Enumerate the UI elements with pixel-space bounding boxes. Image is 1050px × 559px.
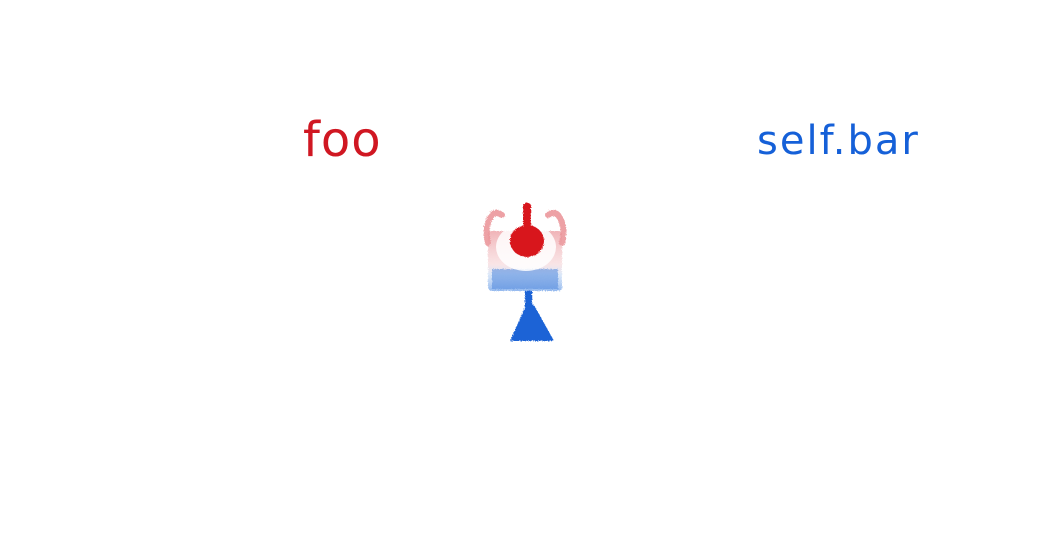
- red-ball-icon: [510, 203, 544, 257]
- red-ball-over-blue-stand-icon: [483, 203, 567, 341]
- blue-stand-icon: [510, 291, 554, 341]
- foo-label: foo: [303, 112, 382, 168]
- self-bar-label: self.bar: [757, 118, 920, 164]
